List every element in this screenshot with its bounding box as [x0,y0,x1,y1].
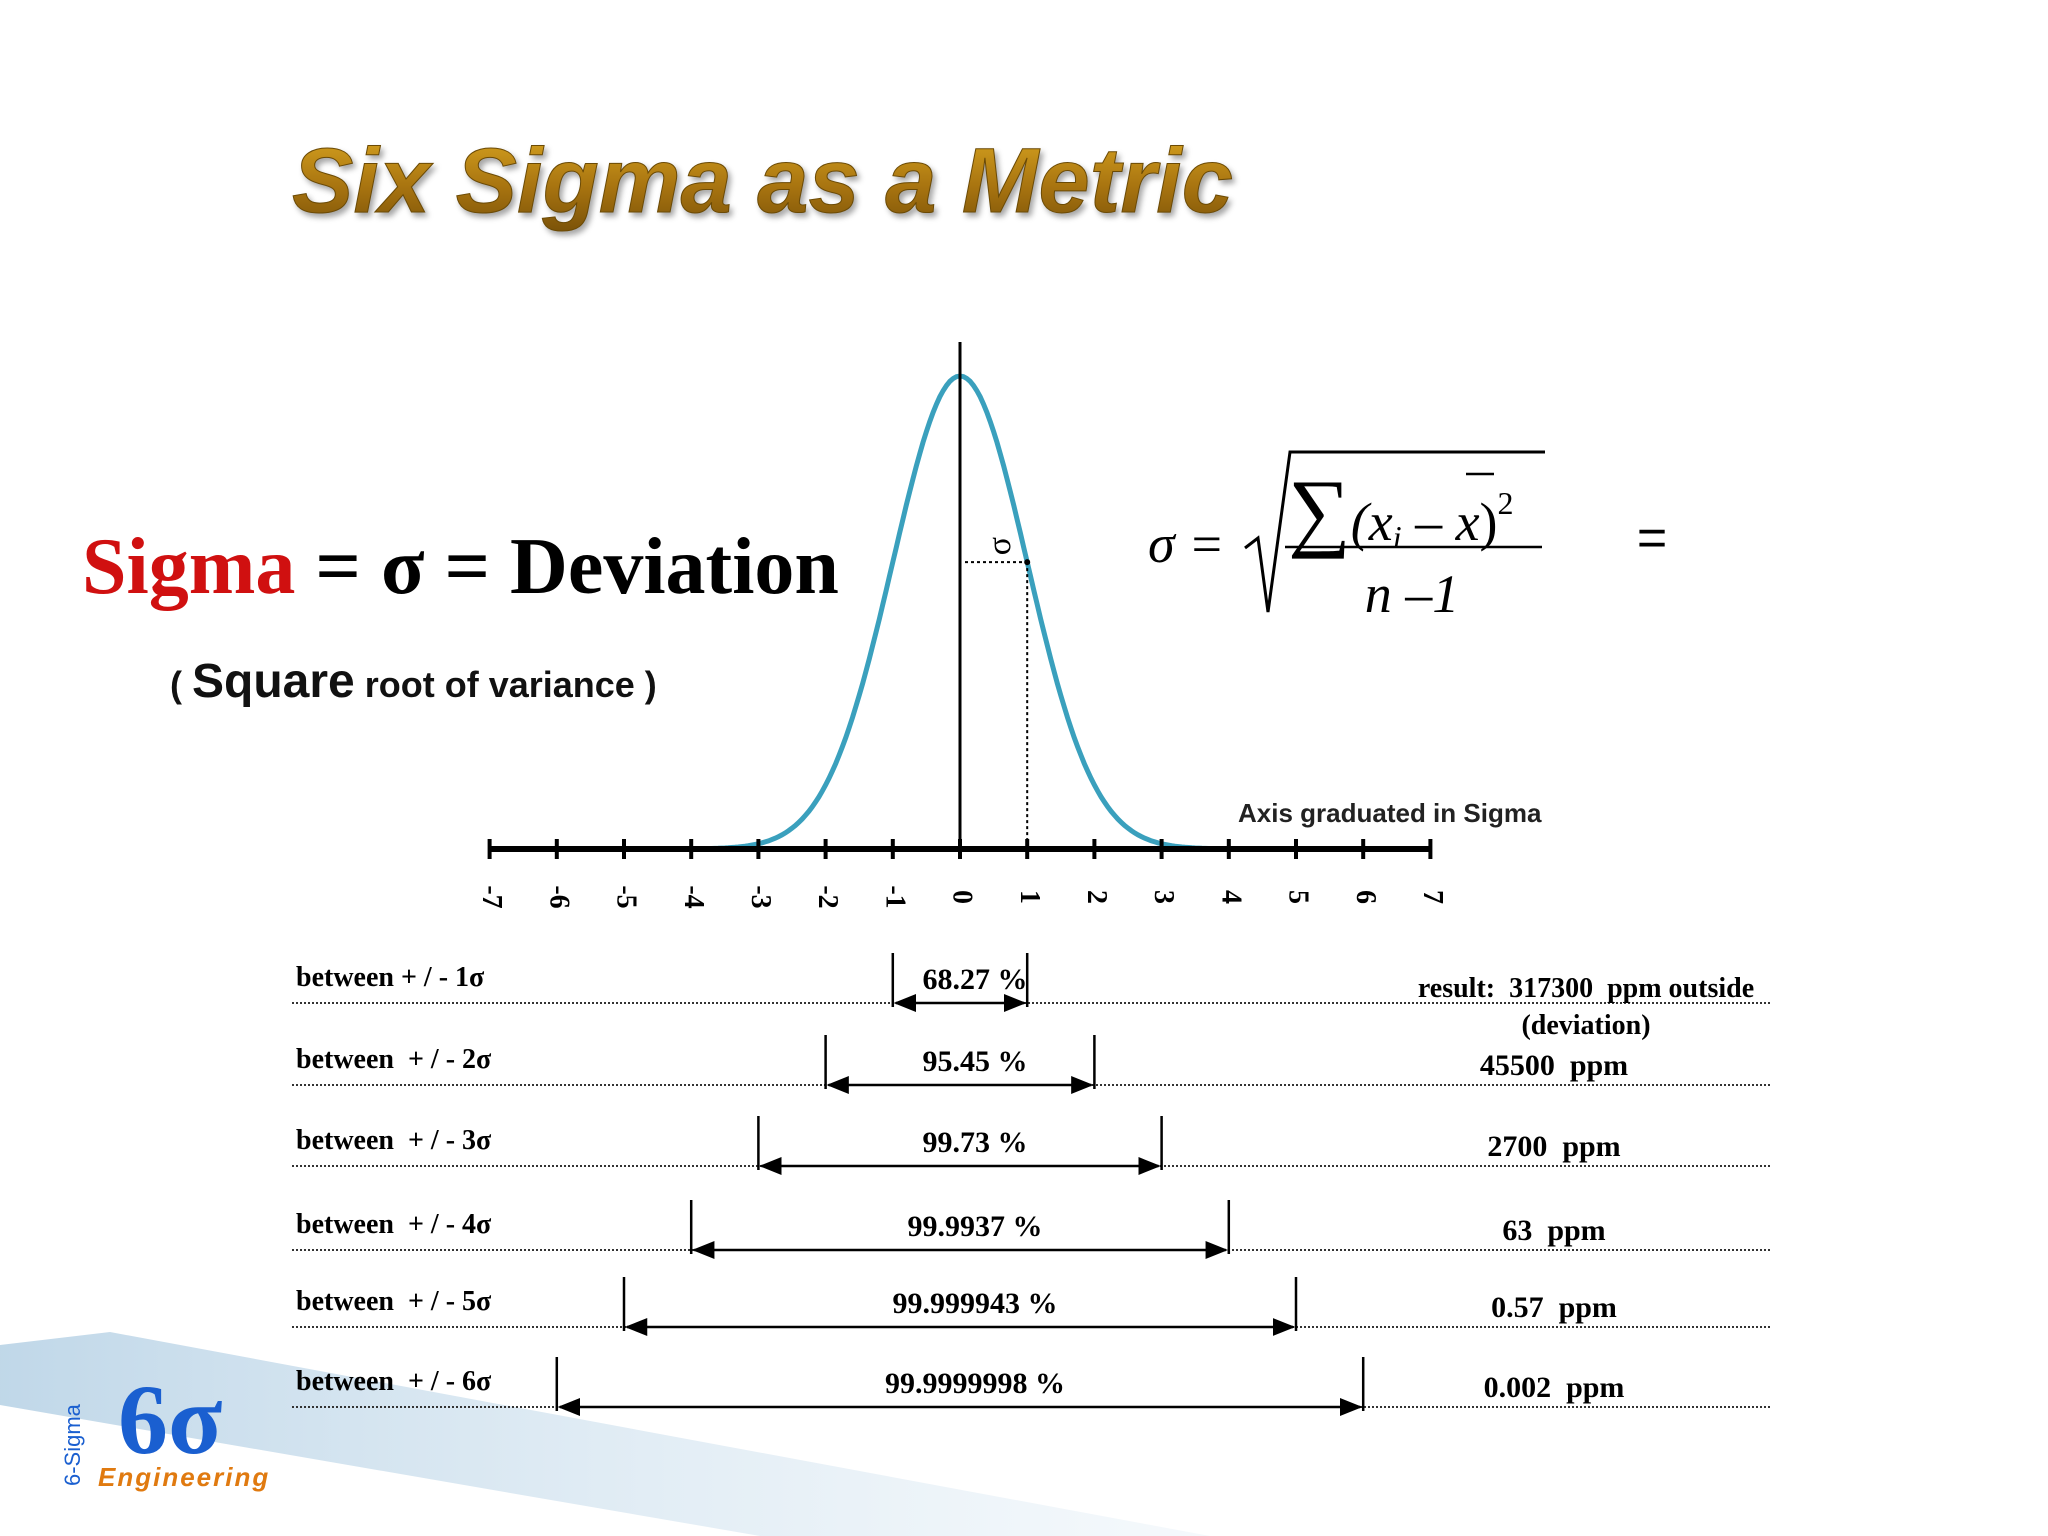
row-ppm: 0.002 ppm [1484,1371,1625,1404]
row-label: between + / - 6σ [296,1366,492,1397]
definition-note: ( Square root of variance ) [170,655,657,708]
tick-label: 6 [1350,890,1381,904]
row-note: (deviation) [1521,1010,1650,1041]
row-percent: 99.9999998 % [885,1367,1065,1400]
tick-label: -4 [678,885,709,908]
row-ppm: 0.57 ppm [1491,1291,1617,1324]
numerator-minus: – [1402,492,1456,552]
tick-label: 7 [1417,890,1448,904]
row-label: between + / - 1σ [296,962,485,993]
note-open: ( [170,664,192,705]
bell-curve: σ -7 -6 -5 -4 -3 -2 -1 0 1 2 3 4 5 6 7 [476,342,1448,909]
numerator-open: (x [1351,492,1393,552]
numerator-xbar: x [1455,492,1480,552]
logo: 6σ Engineering 6-Sigma [60,1364,270,1492]
formula-numerator: ∑(xi – x)2 [1288,463,1514,560]
coverage-table: between + / - 1σ 68.27 % result: 317300 pp… [292,953,1772,1416]
row-ppm: 45500 ppm [1480,1049,1628,1082]
sum-sign: ∑ [1288,463,1351,560]
numerator-close: ) [1480,492,1498,552]
numerator-sub: i [1393,519,1402,555]
row-percent: 99.999943 % [893,1287,1058,1320]
row-ppm: 2700 ppm [1487,1130,1620,1163]
tick-label: -7 [476,885,507,908]
row-label: between + / - 2σ [296,1044,492,1075]
logo-name: Engineering [98,1462,270,1492]
row-label: between + / - 4σ [296,1209,492,1240]
tick-label: 2 [1081,890,1112,904]
background-swoosh [0,1332,1210,1536]
sqrt-sign [1244,450,1545,613]
tick-label: 1 [1014,890,1045,904]
row-ppm: 63 ppm [1502,1214,1605,1247]
note-emphasis: Square [192,655,355,708]
row-label: between + / - 3σ [296,1125,492,1156]
tick-label: 0 [947,890,978,904]
formula-trailing: = [1637,509,1667,567]
row-percent: 99.73 % [923,1126,1028,1159]
row-percent: 68.27 % [923,963,1028,996]
definition-rest: = σ = Deviation [295,523,839,611]
row-label: between + / - 5σ [296,1286,492,1317]
formula-lhs: σ = [1148,514,1225,574]
tick-label: 4 [1215,890,1246,904]
definition-term: Sigma [82,523,295,611]
formula-denominator: n –1 [1365,564,1460,624]
tick-label: -1 [879,885,910,908]
row-percent: 95.45 % [923,1045,1028,1078]
formula: σ = ∑(xi – x)2 n –1 = [1148,450,1667,624]
tick-label: -3 [745,885,776,908]
row-ppm: result: 317300 ppm outside [1418,973,1754,1004]
logo-vertical: 6-Sigma [60,1403,85,1486]
tick-label: -2 [812,885,843,908]
tick-label: 5 [1283,890,1314,904]
sigma-label: σ [981,537,1018,555]
definition: Sigma = σ = Deviation [82,523,839,611]
slide-title: Six Sigma as a Metric [292,130,1233,232]
logo-mark: 6σ [118,1364,222,1475]
sigma-point [1024,559,1031,566]
tick-label: -5 [611,885,642,908]
tick-label: -6 [543,885,574,908]
note-rest: root of variance ) [355,664,657,705]
tick-label: 3 [1148,890,1179,904]
axis-caption: Axis graduated in Sigma [1238,798,1542,828]
row-percent: 99.9937 % [908,1210,1043,1243]
numerator-exp: 2 [1498,485,1514,521]
